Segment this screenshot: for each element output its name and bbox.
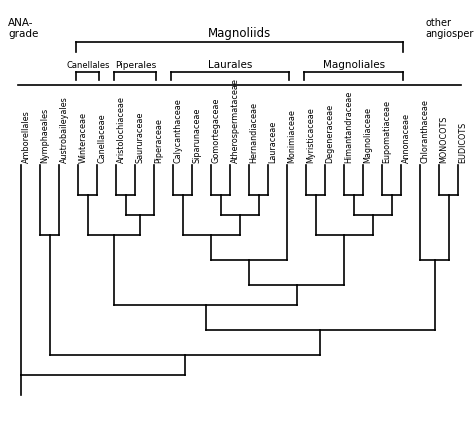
Text: grade: grade xyxy=(8,29,38,39)
Text: Canellaceae: Canellaceae xyxy=(98,113,107,163)
Text: Magnoliales: Magnoliales xyxy=(323,60,385,70)
Text: Nymphaeales: Nymphaeales xyxy=(40,108,49,163)
Text: Calycanthaceae: Calycanthaceae xyxy=(173,98,182,163)
Text: Annonaceae: Annonaceae xyxy=(401,113,410,163)
Text: Winteraceae: Winteraceae xyxy=(79,112,88,163)
Text: Piperaceae: Piperaceae xyxy=(155,118,164,163)
Text: angiosperms: angiosperms xyxy=(426,29,474,39)
Text: Laurales: Laurales xyxy=(208,60,253,70)
Text: MONOCOTS: MONOCOTS xyxy=(439,115,448,163)
Text: Degeneraceae: Degeneraceae xyxy=(326,104,335,163)
Text: Himantandraceae: Himantandraceae xyxy=(345,91,354,163)
Text: Saururaceae: Saururaceae xyxy=(136,112,145,163)
Text: Canellales: Canellales xyxy=(66,61,110,70)
Text: Monimiaceae: Monimiaceae xyxy=(288,109,297,163)
Text: ANA-: ANA- xyxy=(8,18,34,28)
Text: Chloranthaceae: Chloranthaceae xyxy=(420,99,429,163)
Text: Magnoliids: Magnoliids xyxy=(209,27,272,40)
Text: Austrobaileyales: Austrobaileyales xyxy=(60,96,69,163)
Text: Hernandiaceae: Hernandiaceae xyxy=(249,102,258,163)
Text: Magnoliaceae: Magnoliaceae xyxy=(364,107,373,163)
Text: Piperales: Piperales xyxy=(115,61,156,70)
Text: Aristolochiaceae: Aristolochiaceae xyxy=(117,96,126,163)
Text: Gomortegaceae: Gomortegaceae xyxy=(211,98,220,163)
Text: Atherospermataceae: Atherospermataceae xyxy=(230,78,239,163)
Text: Amborellales: Amborellales xyxy=(21,110,30,163)
Text: other: other xyxy=(426,18,452,28)
Text: Eupomatiaceae: Eupomatiaceae xyxy=(383,100,392,163)
Text: EUDICOTS: EUDICOTS xyxy=(458,122,467,163)
Text: Myristicaceae: Myristicaceae xyxy=(307,107,316,163)
Text: Siparunaceae: Siparunaceae xyxy=(192,108,201,163)
Text: Lauraceae: Lauraceae xyxy=(268,121,277,163)
